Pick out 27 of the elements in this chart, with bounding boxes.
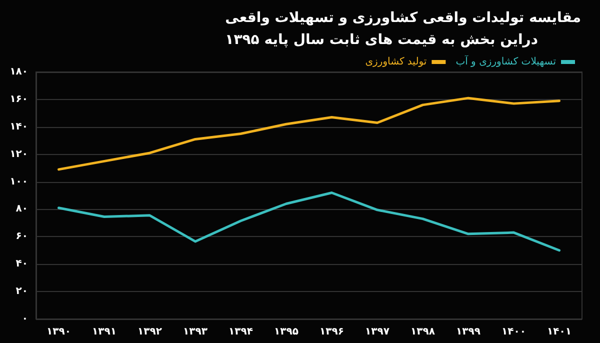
chart-title: مقایسه تولیدات واقعی کشاورزی و تسهیلات واقعی دراین بخش به قیمت های ثابت سال پایه ۱۳۹۵ xyxy=(225,10,582,48)
y-tick-label: ۱۰۰ xyxy=(10,176,28,188)
x-tick-label: ۱۴۰۱ xyxy=(547,326,572,338)
line-series xyxy=(58,96,560,171)
x-tick-label: ۱۳۹۳ xyxy=(183,326,208,338)
legend-label: تولید کشاورزی xyxy=(365,56,427,68)
y-tick-label: ۱۲۰ xyxy=(10,148,28,160)
x-tick-label: ۱۳۹۰ xyxy=(46,326,71,338)
line-series xyxy=(58,192,560,252)
x-tick-label: ۱۳۹۸ xyxy=(410,326,435,338)
y-tick-label: ۲۰ xyxy=(16,286,28,298)
x-tick-label: ۱۳۹۲ xyxy=(138,326,162,338)
y-tick-label: ۶۰ xyxy=(16,231,28,242)
y-tick-label: ۱۶۰ xyxy=(10,94,28,105)
x-tick-label: ۱۳۹۴ xyxy=(228,326,253,338)
y-tick-label: ۱۴۰ xyxy=(10,121,28,132)
x-tick-label: ۱۳۹۵ xyxy=(274,326,298,338)
y-tick-label: ۱۸۰ xyxy=(10,66,28,78)
x-tick-label: ۱۳۹۶ xyxy=(320,326,344,338)
y-tick-label: ۰ xyxy=(22,314,28,324)
x-tick-label: ۱۳۹۱ xyxy=(92,326,116,338)
y-tick-label: ۸۰ xyxy=(16,204,28,215)
y-tick-label: ۴۰ xyxy=(16,258,28,270)
legend-label: تسهیلات کشاورزی و آب xyxy=(456,54,556,68)
x-tick-label: ۱۴۰۰ xyxy=(502,326,526,338)
x-tick-label: ۱۳۹۷ xyxy=(365,326,390,338)
x-tick-label: ۱۳۹۹ xyxy=(456,326,480,338)
